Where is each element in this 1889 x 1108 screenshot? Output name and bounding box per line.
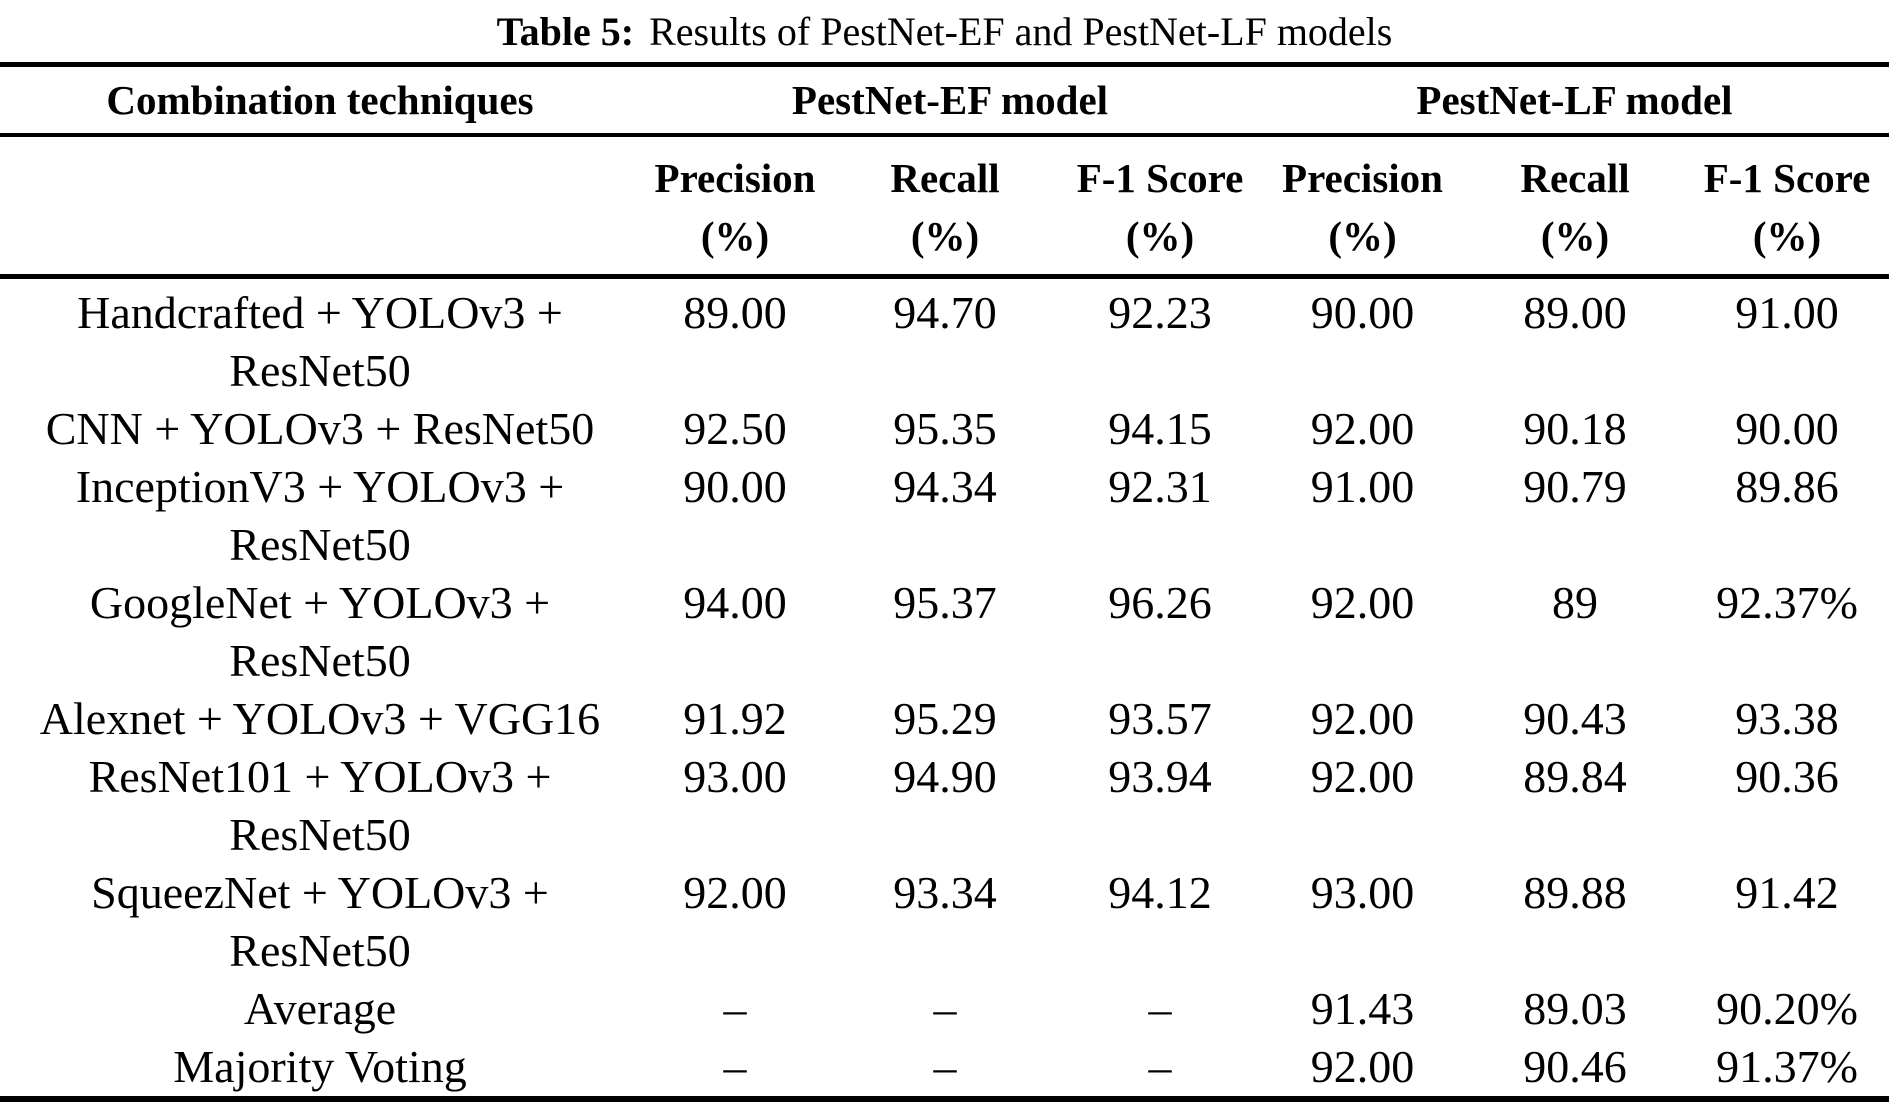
value-cell: 92.00 [1310, 1041, 1415, 1092]
value-cell: 93.34 [893, 867, 997, 918]
technique-cell: Average [243, 983, 397, 1034]
value-cell: 93.57 [1108, 693, 1212, 744]
column-header-pestnet-lf-model: PestNet-LF model [1416, 77, 1733, 123]
table-row: CNN + YOLOv3 + ResNet50 92.50 95.35 94.1… [0, 400, 1889, 458]
value-cell: 90.46 [1523, 1041, 1627, 1092]
value-cell: 94.15 [1108, 403, 1212, 454]
table-row: Average – – – 91.43 89.03 90.20% [0, 980, 1889, 1038]
technique-cell: InceptionV3 + YOLOv3 + ResNet50 [75, 461, 565, 570]
value-cell: 92.00 [683, 867, 787, 918]
table-caption-text: Results of PestNet-EF and PestNet-LF mod… [649, 8, 1393, 54]
value-cell: 92.23 [1108, 287, 1212, 338]
value-cell: 90.18 [1523, 403, 1627, 454]
value-cell: 89.03 [1523, 983, 1627, 1034]
technique-cell: GoogleNet + YOLOv3 + ResNet50 [89, 577, 551, 686]
value-cell: 94.12 [1108, 867, 1212, 918]
value-cell: 91.00 [1735, 287, 1839, 338]
technique-cell: Handcrafted + YOLOv3 + ResNet50 [77, 287, 563, 396]
technique-cell: ResNet101 + YOLOv3 + ResNet50 [88, 751, 552, 860]
header-divider-rule [0, 133, 1889, 137]
value-cell: 92.50 [683, 403, 787, 454]
technique-cell: Majority Voting [173, 1041, 467, 1092]
value-cell: 90.00 [1735, 403, 1839, 454]
value-cell: 89.86 [1735, 461, 1839, 512]
table-caption: Table 5: Results of PestNet-EF and PestN… [0, 0, 1889, 62]
value-cell: 91.00 [1310, 461, 1415, 512]
value-cell: 93.38 [1735, 693, 1839, 744]
value-cell: 91.43 [1310, 983, 1415, 1034]
value-cell: 92.00 [1310, 751, 1415, 802]
column-header-pestnet-ef-model: PestNet-EF model [791, 77, 1109, 123]
value-cell: 93.00 [683, 751, 787, 802]
table-row: Majority Voting – – – 92.00 90.46 91.37% [0, 1038, 1889, 1096]
table-row: InceptionV3 + YOLOv3 + ResNet50 90.00 94… [0, 458, 1889, 574]
value-cell: 94.00 [683, 577, 787, 628]
value-cell: 89.00 [683, 287, 787, 338]
table-row: SqueezNet + YOLOv3 + ResNet50 92.00 93.3… [0, 864, 1889, 980]
technique-cell: CNN + YOLOv3 + ResNet50 [45, 403, 595, 454]
value-cell: 90.00 [683, 461, 787, 512]
value-cell: 95.35 [893, 403, 997, 454]
value-cell: 90.79 [1523, 461, 1627, 512]
table-row: GoogleNet + YOLOv3 + ResNet50 94.00 95.3… [0, 574, 1889, 690]
value-cell: 89.84 [1523, 751, 1627, 802]
table-row: Alexnet + YOLOv3 + VGG16 91.92 95.29 93.… [0, 690, 1889, 748]
metric-header-ef-precision: Precision (%) [654, 155, 816, 259]
value-cell: 89 [1552, 577, 1598, 628]
top-rule [0, 62, 1889, 67]
value-cell: – [723, 1041, 747, 1092]
value-cell: 93.94 [1108, 751, 1212, 802]
metric-header-lf-recall: Recall (%) [1520, 155, 1630, 259]
table-body: Handcrafted + YOLOv3 + ResNet50 89.00 94… [0, 279, 1889, 1096]
value-cell: 90.20% [1716, 983, 1858, 1034]
value-cell: – [933, 983, 957, 1034]
technique-cell: SqueezNet + YOLOv3 + ResNet50 [91, 867, 549, 976]
value-cell: 91.92 [683, 693, 787, 744]
value-cell: 96.26 [1108, 577, 1212, 628]
value-cell: 90.43 [1523, 693, 1627, 744]
table-caption-number: Table 5: [496, 8, 635, 54]
metric-header-lf-f1-score: F-1 Score (%) [1703, 155, 1871, 259]
value-cell: – [723, 983, 747, 1034]
value-cell: 90.36 [1735, 751, 1839, 802]
value-cell: 94.70 [893, 287, 997, 338]
value-cell: 94.34 [893, 461, 997, 512]
metric-header-row: Precision (%) Recall (%) F-1 Score (%) P… [0, 137, 1889, 274]
value-cell: 89.88 [1523, 867, 1627, 918]
value-cell: 95.37 [893, 577, 997, 628]
value-cell: 92.37% [1716, 577, 1858, 628]
value-cell: 92.00 [1310, 403, 1415, 454]
value-cell: 94.90 [893, 751, 997, 802]
value-cell: – [933, 1041, 957, 1092]
value-cell: – [1148, 1041, 1172, 1092]
value-cell: 91.42 [1735, 867, 1839, 918]
table-row: Handcrafted + YOLOv3 + ResNet50 89.00 94… [0, 284, 1889, 400]
bottom-rule [0, 1096, 1889, 1102]
group-header-row: Combination techniques PestNet-EF model … [0, 67, 1889, 133]
technique-cell: Alexnet + YOLOv3 + VGG16 [39, 693, 601, 744]
value-cell: 90.00 [1310, 287, 1415, 338]
value-cell: 92.00 [1310, 577, 1415, 628]
value-cell: 95.29 [893, 693, 997, 744]
value-cell: 91.37% [1716, 1041, 1858, 1092]
value-cell: – [1148, 983, 1172, 1034]
metric-header-lf-precision: Precision (%) [1282, 155, 1443, 259]
value-cell: 93.00 [1310, 867, 1415, 918]
column-header-combination-techniques: Combination techniques [106, 77, 534, 123]
value-cell: 89.00 [1523, 287, 1627, 338]
body-divider-rule [0, 274, 1889, 279]
metric-header-ef-f1-score: F-1 Score (%) [1076, 155, 1244, 259]
metric-header-ef-recall: Recall (%) [890, 155, 1000, 259]
value-cell: 92.00 [1310, 693, 1415, 744]
table-row: ResNet101 + YOLOv3 + ResNet50 93.00 94.9… [0, 748, 1889, 864]
value-cell: 92.31 [1108, 461, 1212, 512]
